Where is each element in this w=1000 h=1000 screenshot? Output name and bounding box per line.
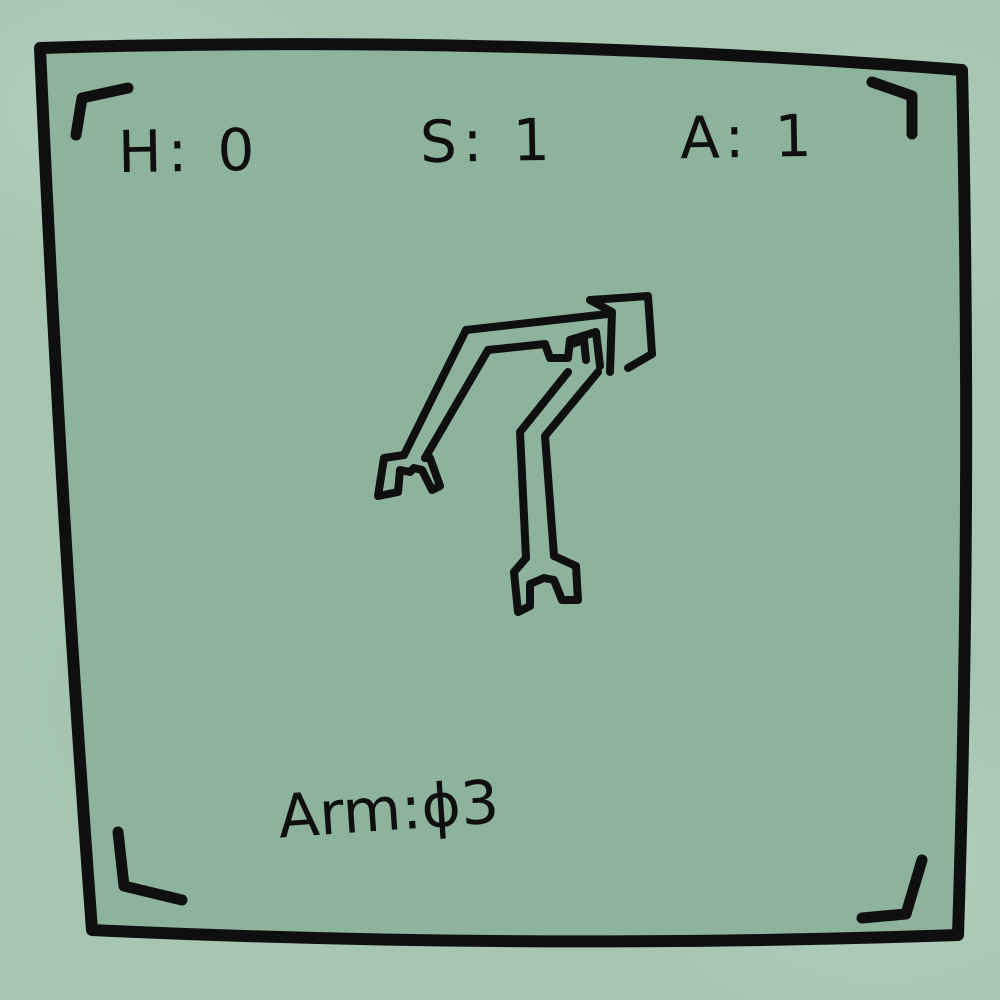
corner-bracket-top-left bbox=[70, 82, 134, 141]
corner-bracket-bottom-right bbox=[856, 854, 928, 924]
card-body bbox=[34, 38, 973, 948]
stat-agility: A: 1 bbox=[679, 101, 819, 173]
card-name-label: Arm:ϕ3 bbox=[275, 767, 502, 853]
stat-health: H: 0 bbox=[117, 115, 262, 187]
corner-bracket-bottom-left bbox=[112, 826, 188, 906]
corner-bracket-top-right bbox=[866, 76, 918, 140]
robot-arm-icon bbox=[374, 292, 656, 616]
stat-strength: S: 1 bbox=[419, 105, 557, 177]
